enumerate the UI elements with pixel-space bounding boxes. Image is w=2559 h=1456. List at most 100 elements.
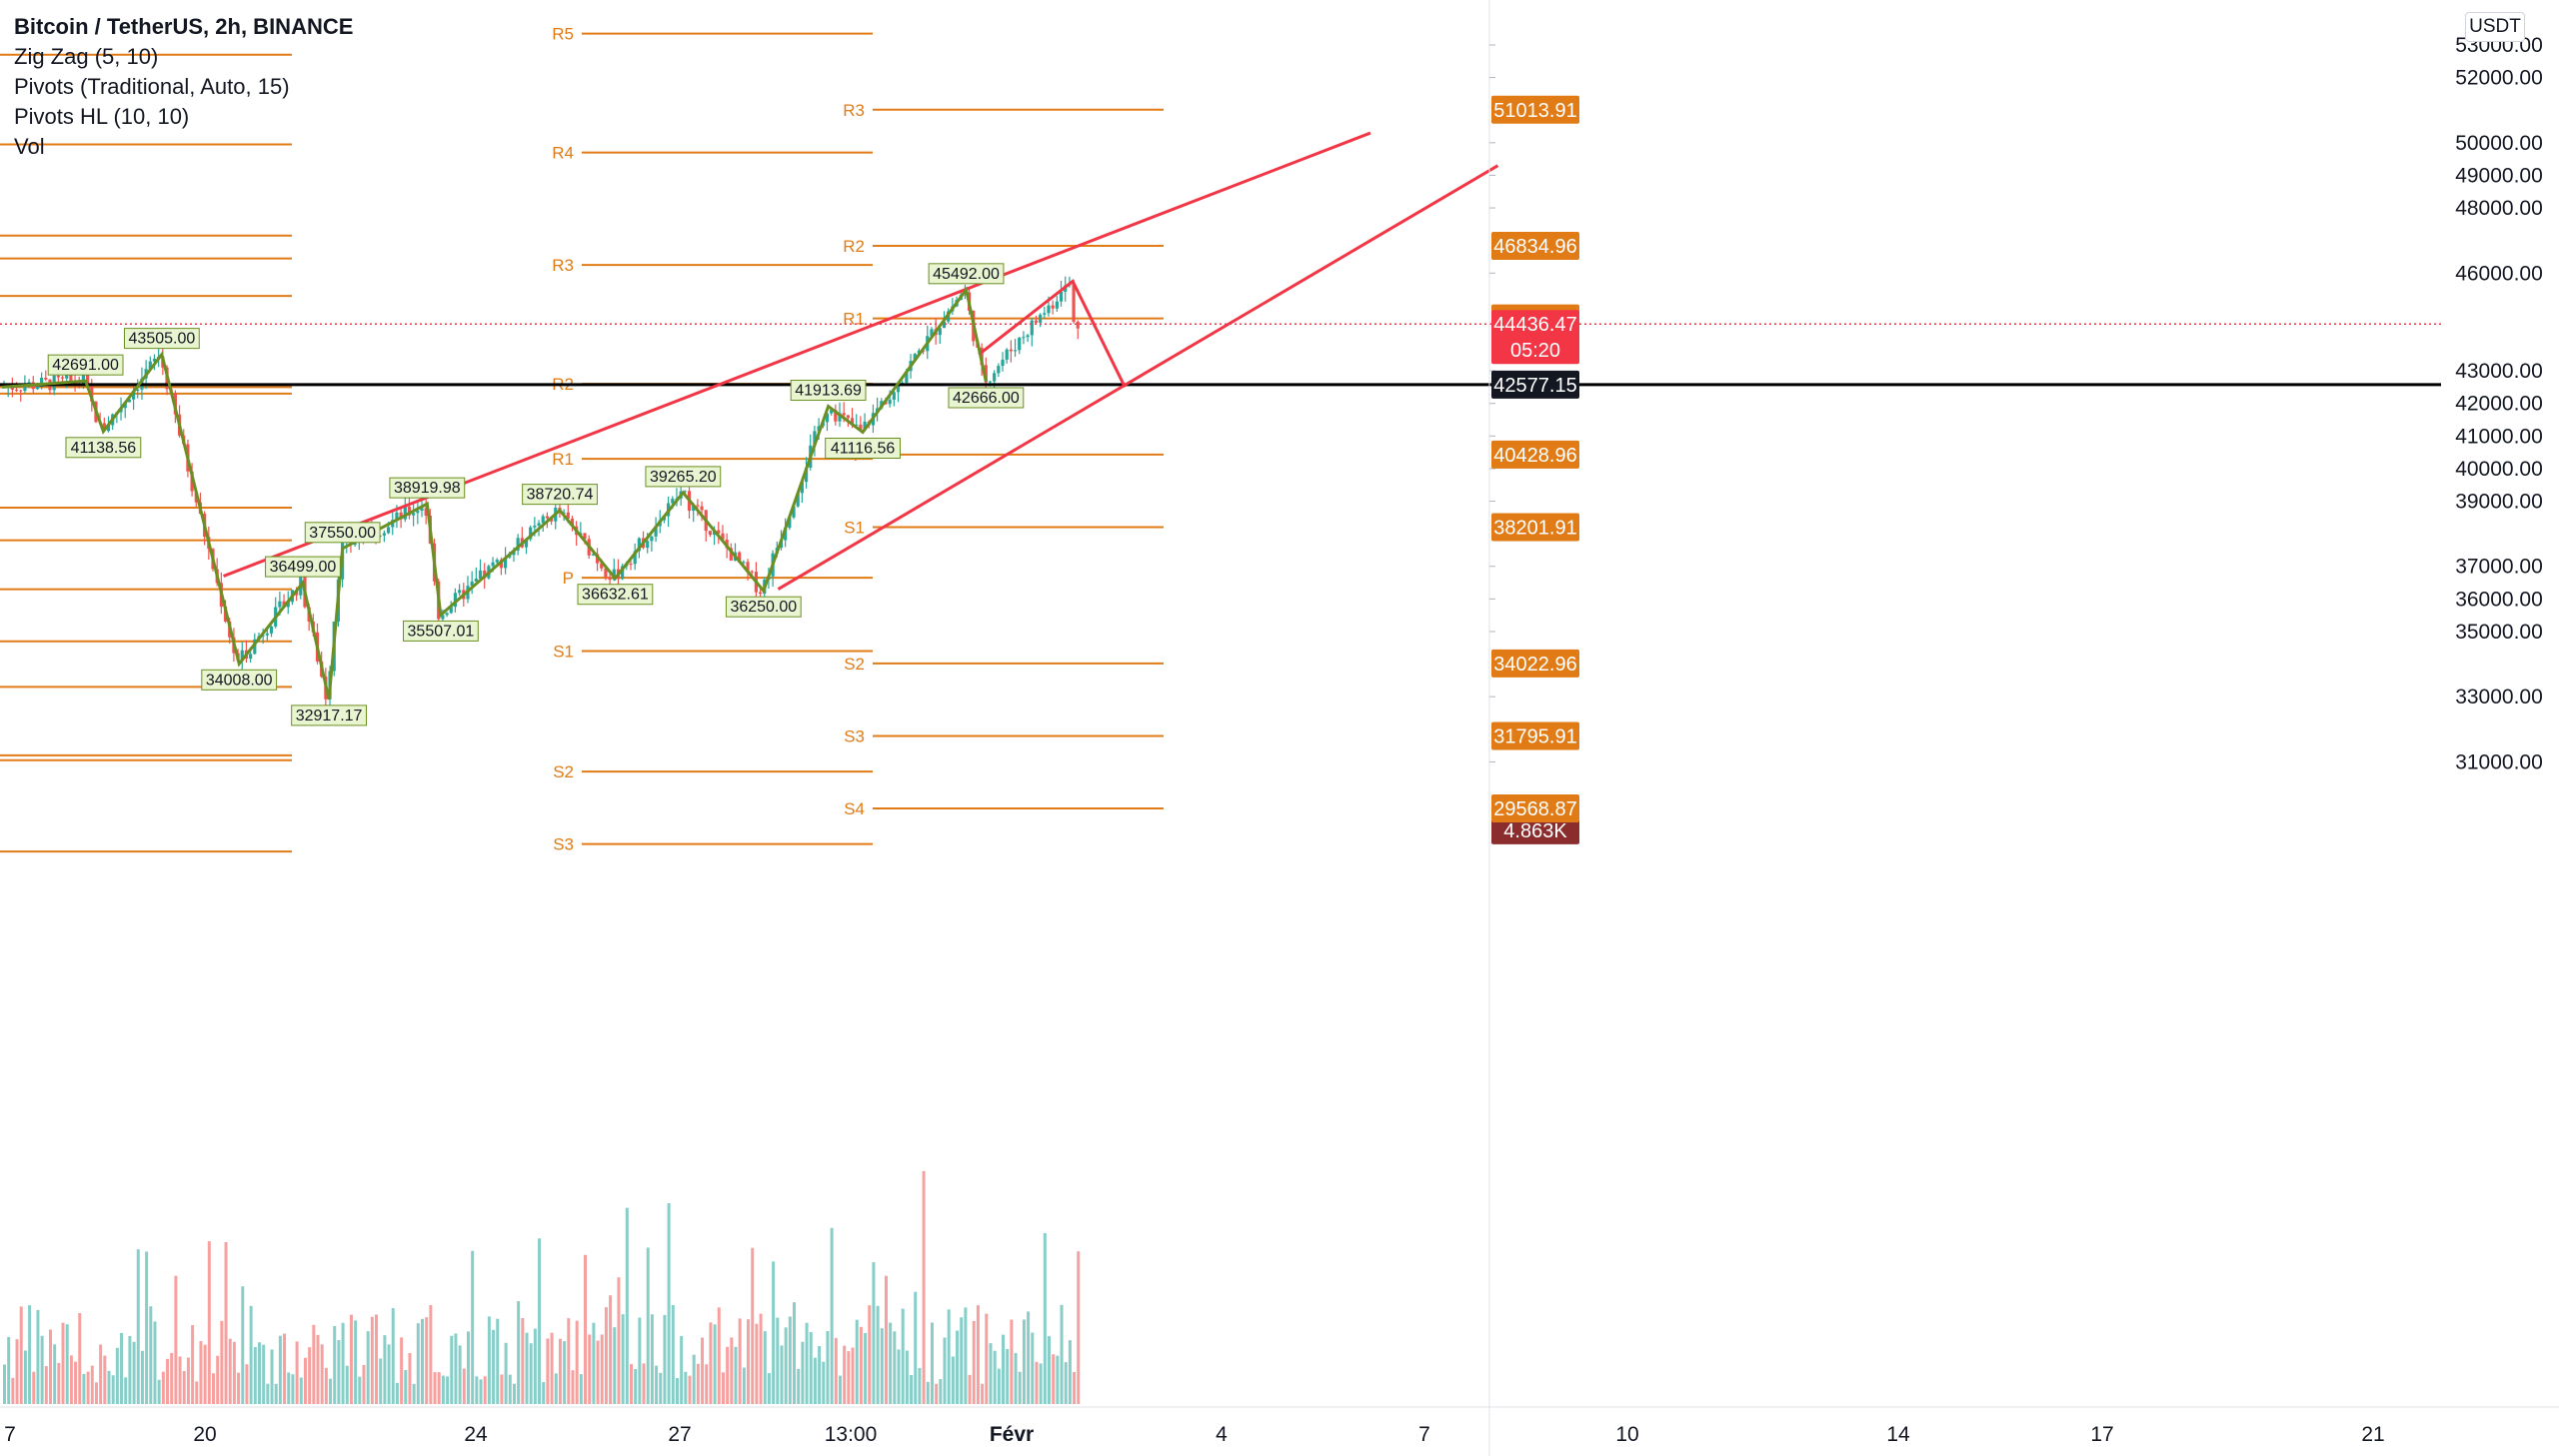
volume-bar (404, 1369, 408, 1404)
volume-bar (918, 1367, 922, 1404)
volume-bar (943, 1337, 947, 1404)
price-tick: 50000.00 (2455, 132, 2543, 155)
candle-body (942, 321, 947, 329)
pivot-label: R1 (552, 450, 574, 469)
volume-bar (466, 1331, 470, 1404)
volume-bar (730, 1337, 734, 1404)
price-tick: 49000.00 (2455, 164, 2543, 187)
volume-bar (517, 1301, 521, 1404)
volume-bar (458, 1345, 462, 1404)
zigzag-label: 34008.00 (206, 672, 273, 689)
trendlines (222, 131, 1499, 591)
candle-body (240, 650, 244, 662)
candle-body (458, 590, 462, 594)
candle-body (742, 562, 746, 564)
time-tick: 10 (1615, 1423, 1638, 1446)
volume-bar (178, 1356, 182, 1404)
price-tag (1491, 370, 1579, 399)
volume-bar (512, 1383, 516, 1404)
indicator-pivots-hl[interactable]: Pivots HL (10, 10) (14, 104, 190, 129)
candle-body (721, 533, 725, 540)
currency-button[interactable]: USDT (2465, 12, 2525, 42)
time-tick: 24 (464, 1423, 488, 1446)
volume-bar (558, 1338, 562, 1404)
volume-bar (1039, 1363, 1043, 1404)
candle-body (136, 389, 140, 392)
candle-body (608, 577, 612, 581)
volume-bar (320, 1344, 324, 1404)
price-tag-label: 42577.15 (1493, 375, 1576, 397)
candle-body (56, 375, 60, 378)
candle-body (646, 541, 650, 549)
volume-bar (1060, 1304, 1064, 1404)
volume-bar (7, 1336, 11, 1404)
price-tag (1491, 794, 1579, 823)
candle-body (1043, 313, 1047, 315)
volume-bar (859, 1326, 863, 1404)
volume-bar (793, 1302, 797, 1404)
candle-body (1009, 349, 1013, 352)
volume-bar (876, 1305, 880, 1404)
volume-bar (905, 1350, 909, 1404)
volume-bar (1073, 1372, 1077, 1404)
volume-bar (801, 1341, 805, 1404)
candle-body (692, 505, 696, 512)
volume-bar (759, 1313, 763, 1404)
zigzag-label-box (577, 584, 654, 606)
volume-bar (784, 1327, 788, 1404)
volume-bar (638, 1317, 642, 1404)
volume-bar (170, 1352, 174, 1404)
volume-bar (220, 1320, 224, 1404)
volume-bar (571, 1370, 575, 1404)
indicator-zigzag[interactable]: Zig Zag (5, 10) (14, 44, 159, 69)
candle-body (445, 613, 449, 616)
candle-body (938, 328, 942, 336)
price-tags: 51013.9146834.9644607.9144436.4705:20425… (1491, 95, 1579, 844)
pivot-label: R3 (843, 101, 865, 120)
volume-bar (563, 1341, 567, 1404)
volume-bar (157, 1379, 161, 1404)
time-tick: Févr (990, 1423, 1034, 1446)
price-tick: 39000.00 (2455, 491, 2543, 514)
volume-bar (1006, 1348, 1010, 1404)
volume-bar (675, 1378, 679, 1404)
pivot-label: R3 (552, 256, 574, 275)
price-tag-label: 44436.47 (1493, 314, 1576, 336)
volume-bar (291, 1374, 295, 1404)
time-tick: 7 (4, 1423, 16, 1446)
volume-bar (1077, 1251, 1081, 1404)
volume-bar (721, 1372, 725, 1404)
price-tag (1491, 95, 1579, 124)
candle-body (650, 536, 654, 542)
volume-bar (441, 1375, 445, 1404)
indicator-volume[interactable]: Vol (14, 134, 45, 159)
volume-bar (207, 1241, 211, 1404)
volume-bar (680, 1336, 684, 1404)
candle-body (14, 389, 19, 391)
volume-bar (634, 1369, 638, 1404)
candle-body (148, 361, 152, 370)
price-tag-label: 4.863K (1503, 820, 1567, 842)
symbol-title[interactable]: Bitcoin / TetherUS, 2h, BINANCE (14, 14, 354, 39)
pivot-label: S1 (844, 519, 865, 538)
volume-bar (23, 1350, 27, 1404)
zigzag-label: 36250.00 (730, 599, 797, 616)
candle-body (838, 413, 842, 422)
price-tag (1491, 722, 1579, 750)
candle-body (671, 499, 675, 504)
volume-bar (726, 1346, 730, 1404)
pivot-label: S2 (553, 762, 574, 781)
volume-bar (504, 1342, 508, 1404)
indicator-pivots[interactable]: Pivots (Traditional, Auto, 15) (14, 74, 290, 99)
volume-bar (692, 1354, 696, 1404)
volume-bar (1002, 1334, 1006, 1404)
volume-bar (454, 1333, 458, 1404)
price-tick: 43000.00 (2455, 360, 2543, 383)
volume-bar (893, 1331, 897, 1404)
volume-bar (755, 1323, 759, 1404)
volume-bar (15, 1339, 19, 1404)
volume-bar (889, 1322, 893, 1404)
volume-bar (270, 1349, 274, 1404)
candle-body (286, 602, 290, 608)
